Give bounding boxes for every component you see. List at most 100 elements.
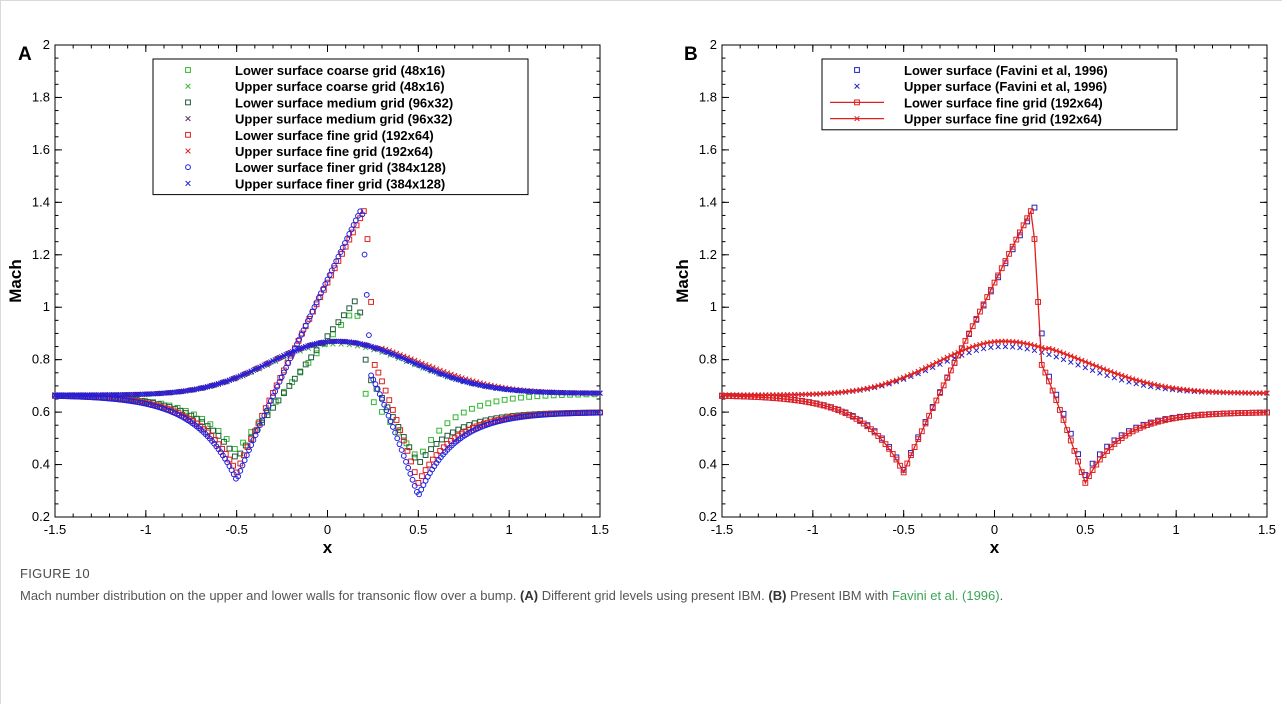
data-point — [199, 419, 206, 426]
data-point — [566, 390, 573, 396]
data-point — [1093, 461, 1100, 468]
data-point — [360, 208, 367, 215]
y-axis-label: Mach — [673, 259, 692, 302]
data-point — [1082, 364, 1089, 371]
data-point — [526, 393, 533, 400]
data-point — [897, 376, 903, 382]
data-point — [886, 379, 892, 386]
data-point — [80, 392, 87, 398]
y-tick-label: 1.6 — [32, 142, 50, 157]
data-point — [597, 390, 603, 396]
data-point — [1017, 344, 1023, 351]
data-point — [346, 339, 353, 345]
y-tick-label: 1.4 — [32, 194, 50, 209]
data-point — [265, 402, 272, 409]
data-point — [419, 473, 425, 480]
data-point — [324, 276, 331, 283]
data-point — [1071, 448, 1078, 454]
data-point — [176, 388, 183, 395]
data-point — [210, 427, 216, 434]
data-point — [1191, 412, 1198, 419]
data-point — [56, 392, 63, 398]
data-point — [362, 390, 369, 397]
data-point — [959, 348, 965, 354]
data-point — [1260, 409, 1267, 416]
data-point — [384, 404, 391, 411]
data-point — [579, 390, 586, 396]
data-point — [1151, 419, 1158, 426]
y-tick-label: 0.6 — [699, 404, 717, 419]
data-point — [1089, 460, 1096, 467]
data-point — [1024, 215, 1031, 222]
caption-tag-a: (A) — [520, 588, 539, 603]
y-tick-label: 1 — [43, 299, 50, 314]
data-point — [276, 378, 283, 385]
data-point — [261, 412, 268, 419]
data-point — [239, 462, 246, 469]
legend-marker — [854, 67, 860, 73]
data-point — [809, 400, 816, 406]
data-point — [908, 452, 914, 459]
data-point — [297, 368, 304, 375]
data-point — [346, 312, 353, 319]
data-point — [154, 390, 161, 397]
data-point — [1031, 204, 1038, 211]
legend-entry: Upper surface fine grid (192x64) — [904, 112, 1102, 127]
data-point — [283, 364, 289, 371]
data-point — [904, 460, 911, 467]
data-point — [331, 338, 337, 345]
data-point — [940, 356, 947, 362]
data-point — [944, 375, 951, 381]
data-point — [1002, 258, 1009, 264]
data-point — [330, 331, 336, 338]
data-point — [313, 347, 320, 354]
data-point — [145, 391, 152, 397]
data-point — [309, 308, 316, 315]
data-point — [499, 386, 505, 392]
data-point — [980, 301, 987, 308]
data-point — [182, 410, 189, 416]
data-point — [373, 345, 380, 352]
data-point — [1057, 407, 1063, 413]
data-point — [278, 374, 285, 381]
data-point — [315, 294, 322, 301]
data-point — [379, 396, 385, 403]
data-point — [828, 404, 834, 411]
data-point — [351, 298, 358, 305]
data-point — [98, 392, 104, 398]
data-point — [1082, 480, 1089, 486]
data-point — [237, 467, 244, 474]
data-point — [1176, 414, 1183, 421]
data-point — [987, 286, 994, 293]
legend-entry: Upper surface finer grid (384x128) — [235, 176, 445, 191]
data-point — [172, 389, 178, 395]
data-point — [368, 299, 375, 305]
data-point — [839, 408, 845, 415]
y-tick-label: 2 — [43, 37, 50, 52]
y-tick-label: 1.2 — [32, 247, 50, 262]
data-point — [564, 390, 571, 396]
data-point — [1235, 410, 1241, 417]
data-point — [426, 461, 433, 468]
data-point — [1133, 426, 1140, 433]
data-point — [1075, 356, 1081, 362]
data-point — [846, 411, 853, 418]
data-point — [575, 390, 581, 396]
data-point — [501, 386, 507, 392]
data-point — [904, 373, 911, 379]
data-point — [537, 411, 543, 417]
data-point — [89, 392, 95, 398]
data-point — [1038, 344, 1045, 351]
data-point — [1002, 343, 1009, 350]
caption-reference-link[interactable]: Favini et al. (1996) — [891, 588, 1000, 603]
data-point — [226, 445, 233, 452]
data-point — [831, 405, 838, 412]
data-point — [1198, 412, 1205, 418]
data-point — [324, 339, 331, 345]
legend-marker — [185, 164, 191, 171]
legend-entry: Lower surface (Favini et al, 1996) — [904, 63, 1108, 78]
data-point — [1144, 422, 1150, 428]
data-point — [1147, 420, 1154, 427]
data-point — [1173, 415, 1180, 421]
data-point — [1089, 467, 1096, 473]
